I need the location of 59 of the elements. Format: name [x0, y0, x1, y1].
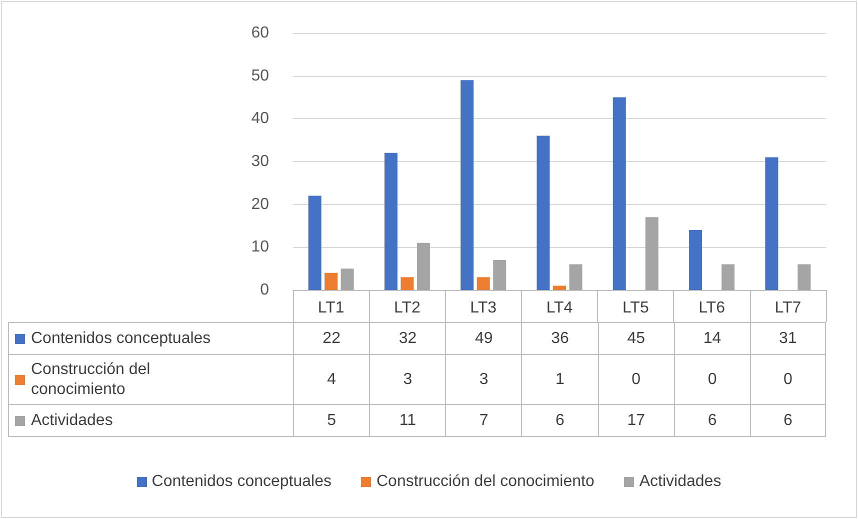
data-label: 32 — [369, 322, 446, 355]
bar — [569, 264, 582, 290]
text: Actividades — [31, 412, 113, 428]
text: Contenidos conceptuales — [152, 473, 332, 490]
bar — [722, 264, 735, 290]
y-tick-label: 30 — [251, 153, 270, 170]
data-label: 6 — [521, 405, 598, 437]
data-label: 1 — [521, 355, 598, 405]
data-label: 6 — [674, 405, 750, 437]
bar — [308, 196, 322, 290]
x-tick-label: LT1 — [318, 300, 344, 316]
x-tick-label: LT6 — [698, 300, 726, 316]
bar — [765, 157, 778, 290]
data-label: 49 — [445, 322, 522, 355]
y-tick-label: 20 — [251, 196, 270, 213]
x-tick-label: LT4 — [546, 300, 573, 316]
x-tick-label: LT7 — [774, 300, 802, 316]
bar — [798, 264, 811, 290]
data-label: 3 — [369, 355, 446, 405]
text: Construcción del conocimiento — [31, 360, 150, 398]
y-tick-label: 60 — [251, 24, 270, 42]
data-label: 5 — [293, 405, 370, 437]
y-tick-label: 10 — [251, 238, 270, 256]
bar — [689, 230, 702, 290]
bar — [553, 286, 566, 290]
data-label: 3 — [445, 355, 522, 405]
bar — [645, 217, 658, 290]
legend-label: Contenidos conceptuales — [31, 328, 212, 348]
data-label: 0 — [750, 355, 826, 405]
data-label: 45 — [598, 322, 674, 355]
bar — [416, 242, 430, 290]
data-label: 22 — [293, 322, 370, 355]
legend-label: Construcción del conocimiento — [376, 473, 594, 491]
bar — [384, 152, 398, 290]
bar — [476, 277, 490, 290]
data-label: 14 — [674, 322, 750, 355]
data-label: 31 — [750, 322, 826, 355]
bar — [460, 80, 474, 290]
bar — [324, 272, 338, 290]
data-label: 6 — [750, 405, 826, 437]
data-label: 7 — [445, 405, 522, 437]
data-label: 11 — [369, 405, 446, 437]
y-tick-label: 0 — [260, 282, 270, 298]
bar — [340, 268, 354, 290]
data-label: 0 — [674, 355, 750, 405]
bar — [612, 97, 626, 290]
data-label: 17 — [598, 405, 674, 437]
y-tick-label: 40 — [251, 110, 270, 128]
legend-label: Actividades — [639, 473, 722, 491]
data-label: 0 — [598, 355, 674, 405]
x-tick-label: LT3 — [470, 300, 497, 316]
bar — [400, 277, 414, 290]
x-tick-label: LT2 — [394, 300, 421, 316]
y-tick-label: 50 — [251, 67, 270, 84]
bar — [536, 136, 550, 290]
data-label: 4 — [293, 355, 370, 405]
bar — [493, 260, 506, 290]
x-tick-label: LT5 — [622, 300, 649, 316]
data-label: 36 — [521, 322, 598, 355]
